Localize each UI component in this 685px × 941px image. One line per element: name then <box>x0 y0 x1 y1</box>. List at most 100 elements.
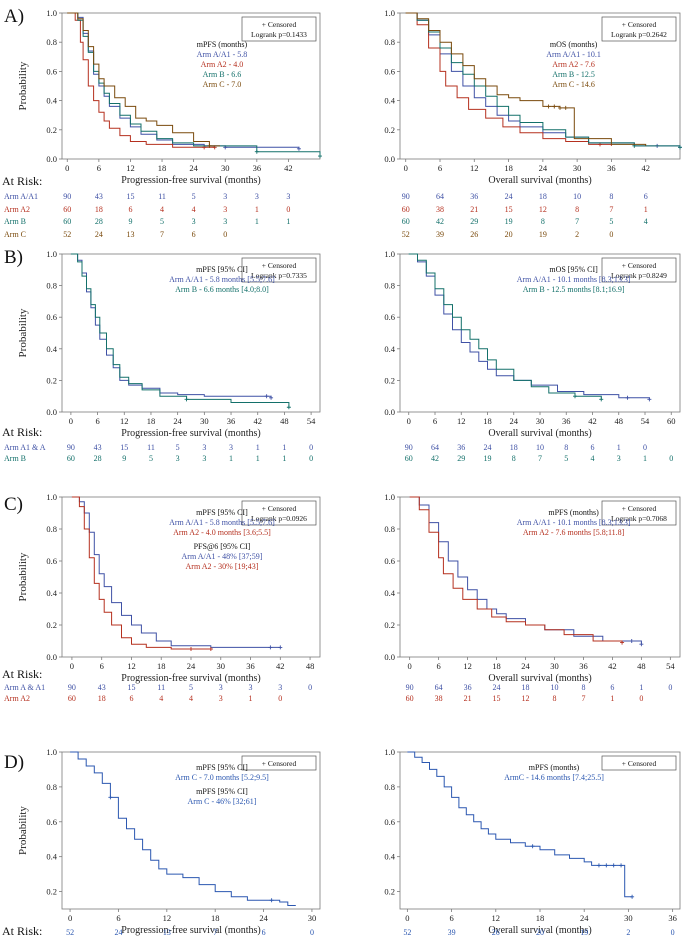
risk-count: 90 <box>67 443 75 452</box>
risk-count: 3 <box>176 454 180 463</box>
legend-text: + Censored <box>622 261 657 270</box>
risk-count: 39 <box>436 230 444 239</box>
x-tick-label: 30 <box>624 913 633 923</box>
x-axis-label: Overall survival (months) <box>488 175 591 186</box>
risk-count: 18 <box>98 694 106 703</box>
x-tick-label: 0 <box>407 416 411 426</box>
risk-count: 3 <box>223 205 227 214</box>
x-tick-label: 12 <box>463 661 472 671</box>
annotation-text: Arm C - 7.0 <box>203 80 242 89</box>
censor-mark <box>546 104 551 109</box>
x-tick-label: 36 <box>579 661 588 671</box>
x-tick-label: 48 <box>306 661 315 671</box>
y-tick-label: 0.0 <box>384 154 395 164</box>
x-tick-label: 18 <box>158 163 167 173</box>
annotation-text: Arm A/A1 - 5.8 months [5.5;7.6] <box>169 518 275 527</box>
risk-count: 90 <box>68 683 76 692</box>
x-tick-label: 36 <box>562 416 571 426</box>
x-tick-label: 54 <box>666 661 675 671</box>
risk-count: 10 <box>573 192 581 201</box>
legend-text: + Censored <box>622 759 657 768</box>
risk-count: 0 <box>310 928 314 937</box>
y-tick-label: 0.2 <box>384 125 395 135</box>
x-tick-label: 24 <box>189 163 198 173</box>
risk-count: 6 <box>262 928 266 937</box>
annotation-title: mPFS (months) <box>197 40 248 49</box>
annotation-text: Arm A2 - 4.0 <box>201 60 244 69</box>
y-tick-label: 0.8 <box>384 37 395 47</box>
plot-frame <box>61 12 321 160</box>
x-tick-label: 54 <box>307 416 316 426</box>
risk-row-label: Arm B <box>4 217 26 226</box>
risk-count: 38 <box>435 694 443 703</box>
panel-label: C) <box>4 494 23 515</box>
censor-mark <box>208 647 213 651</box>
legend-box <box>601 257 677 283</box>
y-tick-label: 0.2 <box>46 375 57 385</box>
risk-count: 6 <box>591 443 595 452</box>
annotation-text: Arm C - 7.0 months [5.2;9.5] <box>175 773 269 782</box>
risk-count: 18 <box>539 192 547 201</box>
annotation-title: PFS@6 [95% CI] <box>194 542 251 551</box>
legend-text: + Censored <box>622 20 657 29</box>
legend-text: + Censored <box>262 20 297 29</box>
risk-count: 7 <box>213 928 217 937</box>
annotation-title: mPFS (months) <box>548 508 599 517</box>
risk-count: 0 <box>668 683 672 692</box>
x-tick-label: 6 <box>438 163 442 173</box>
y-tick-label: 0.8 <box>46 281 57 291</box>
risk-count: 0 <box>278 694 282 703</box>
risk-count: 3 <box>219 683 223 692</box>
risk-count: 60 <box>68 694 76 703</box>
survival-curve <box>405 12 612 146</box>
risk-count: 2 <box>575 230 579 239</box>
censor-mark <box>599 397 604 402</box>
y-tick-label: 0.6 <box>384 66 395 76</box>
panel-label: B) <box>4 247 23 268</box>
censor-mark <box>647 397 652 402</box>
x-tick-label: 18 <box>504 163 513 173</box>
y-tick-label: 0.8 <box>384 524 395 534</box>
legend-text: + Censored <box>262 261 297 270</box>
risk-count: 3 <box>249 683 253 692</box>
y-axis-label: Probability <box>17 552 29 601</box>
risk-count: 10 <box>550 683 558 692</box>
legend-text: + Censored <box>262 504 297 513</box>
risk-count: 19 <box>505 217 513 226</box>
risk-count: 3 <box>219 694 223 703</box>
x-tick-label: 6 <box>116 913 120 923</box>
annotation-title: mPFS [95% CI] <box>196 763 248 772</box>
risk-count: 36 <box>470 192 478 201</box>
censor-mark <box>286 405 291 410</box>
legend-box <box>241 16 317 42</box>
risk-count: 24 <box>505 192 513 201</box>
legend-text: Logrank p=0.0926 <box>251 514 307 523</box>
risk-count: 28 <box>94 454 102 463</box>
y-tick-label: 0.6 <box>46 66 57 76</box>
censor-mark <box>264 394 269 399</box>
risk-count: 43 <box>94 443 102 452</box>
censor-mark <box>278 645 283 650</box>
x-tick-label: 48 <box>637 661 646 671</box>
y-tick-label: 0.6 <box>46 556 57 566</box>
legend-text: Logrank p=0.1433 <box>251 30 307 39</box>
x-tick-label: 24 <box>521 661 530 671</box>
y-tick-label: 0.6 <box>46 312 57 322</box>
x-tick-label: 0 <box>65 163 69 173</box>
y-tick-label: 0.4 <box>384 588 395 598</box>
x-tick-label: 30 <box>308 913 317 923</box>
survival-curve <box>409 496 642 645</box>
risk-count: 15 <box>505 205 513 214</box>
risk-count: 5 <box>160 217 164 226</box>
risk-count: 28 <box>95 217 103 226</box>
risk-count: 19 <box>539 230 547 239</box>
survival-curve <box>409 496 623 643</box>
risk-count: 24 <box>493 683 501 692</box>
risk-count: 21 <box>470 205 478 214</box>
annotation-text: ArmC - 14.6 months [7.4;25.5] <box>504 773 604 782</box>
risk-count: 7 <box>575 217 579 226</box>
x-axis-label: Overall survival (months) <box>488 428 591 439</box>
y-tick-label: 0.8 <box>46 37 57 47</box>
legend-box <box>601 755 677 771</box>
x-tick-label: 6 <box>449 913 453 923</box>
